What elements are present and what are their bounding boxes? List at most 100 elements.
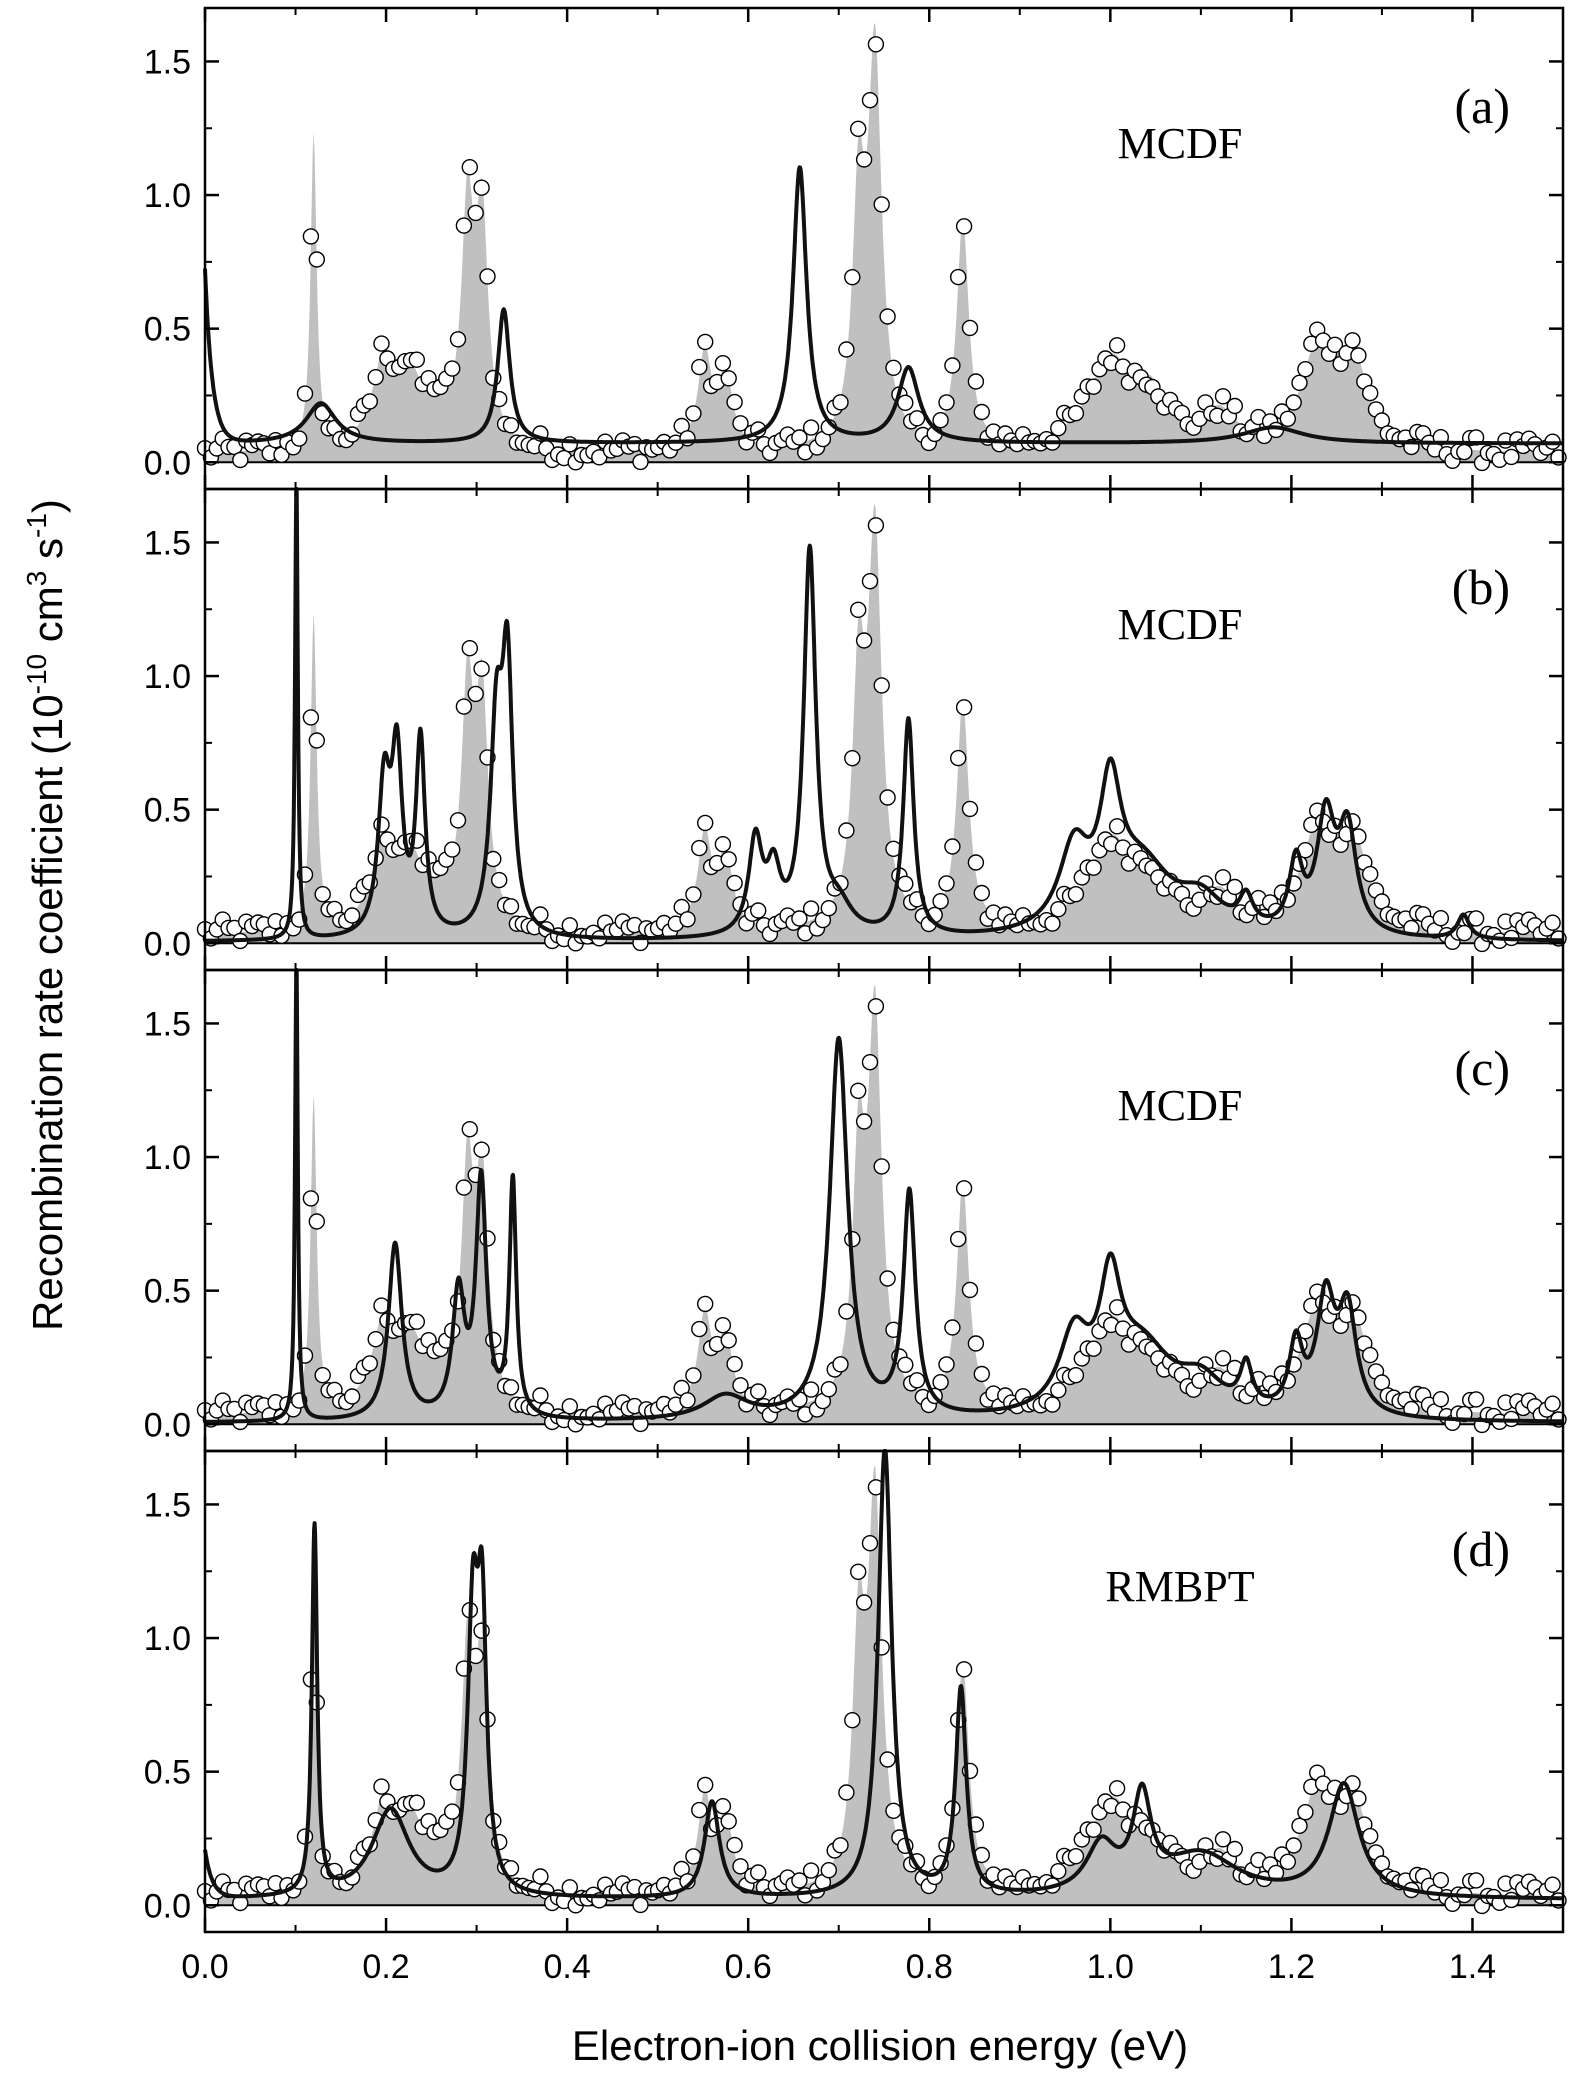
data-point [361,393,378,410]
data-point [561,917,578,934]
data-point [832,1837,849,1854]
theory-curve [203,487,1565,943]
x-tick-label: 1.2 [1268,1948,1315,1986]
data-point [1297,1803,1314,1821]
y-tick-label: 1.0 [144,1620,191,1658]
data-point [697,1295,714,1313]
experiment-area [205,503,1563,944]
x-axis-title: Electron-ion collision energy (eV) [572,2022,1188,2069]
data-point [449,331,467,348]
data-point [408,1313,425,1330]
data-point [361,1355,378,1372]
data-point [691,358,708,376]
data-point [850,120,867,138]
data-point [750,1864,767,1881]
data-point [720,1332,737,1349]
theory-curve [203,165,1565,446]
data-point [302,228,320,245]
data-point [855,1113,873,1130]
data-point [697,1776,714,1794]
data-point [1226,1840,1244,1858]
experiment-points [196,517,1567,953]
data-point [714,1797,732,1815]
data-point [867,517,885,534]
data-point [844,750,861,767]
data-point [373,816,390,833]
data-point [467,685,484,703]
data-point [879,308,896,325]
data-point [820,900,837,917]
y-tick-label: 1.5 [144,524,191,562]
x-tick-label: 0.2 [362,1948,409,1986]
data-point [532,1387,549,1404]
data-point [897,1356,914,1374]
data-point [867,998,885,1015]
data-point [885,359,902,376]
method-label: MCDF [1118,1081,1243,1130]
data-point [685,405,702,422]
x-tick-label: 1.0 [1087,1948,1134,1986]
data-point [1067,886,1085,903]
data-point [726,393,743,411]
data-point [679,1392,696,1409]
data-point [1214,1350,1232,1367]
y-tick-label: 0.0 [144,925,191,963]
experiment-area [205,1465,1563,1906]
data-point [908,1372,926,1389]
data-point [838,341,855,358]
data-point [479,268,496,285]
data-point [973,884,990,902]
data-point [1108,818,1126,835]
data-point [308,251,325,268]
data-point [1050,901,1067,918]
data-point [343,907,361,924]
data-point [1544,1876,1561,1893]
panel-tag: (b) [1452,559,1510,615]
data-point [1067,405,1085,422]
data-point [473,179,490,196]
data-point [685,886,702,903]
y-tick-label: 1.0 [144,177,191,215]
data-point [632,453,649,471]
data-point [944,838,961,855]
data-point [1432,1871,1450,1889]
data-point [1067,1366,1085,1384]
data-point [832,394,849,411]
panel-a: 0.0 0.5 1.0 1.5 (a) MCDF [144,6,1567,491]
panel-b: 0.0 0.5 1.0 1.5 (b) MCDF [144,487,1567,972]
y-axis-title-superscript: -10 [21,654,52,694]
panel-frame [203,1449,1565,1934]
data-point [1467,1872,1485,1889]
experiment-points [196,36,1567,472]
data-point [444,360,461,377]
data-point [973,403,990,421]
data-point [455,698,473,715]
panel-c: 0.0 0.5 1.0 1.5 (c) MCDF [144,968,1567,1453]
data-point [714,836,732,853]
data-point [961,319,979,337]
y-axis-title-part: cm [24,586,71,654]
data-point [1226,397,1244,415]
data-point [967,373,985,390]
data-point [861,91,879,109]
data-point [1050,1381,1067,1399]
data-point [838,1303,855,1320]
data-point [861,573,879,590]
y-tick-label: 1.5 [144,1486,191,1524]
data-point [932,893,949,910]
data-point [802,900,820,917]
data-point [908,410,926,427]
data-point [1067,1847,1085,1865]
data-point [296,385,314,402]
panel-tag: (d) [1452,1521,1510,1577]
data-point [1279,1853,1297,1871]
data-point [950,749,967,767]
data-point [455,1179,473,1196]
data-point [461,1120,478,1138]
data-point [1503,1891,1520,1909]
data-point [502,1379,520,1396]
y-tick-label: 0.5 [144,1754,191,1792]
data-point [408,1794,425,1811]
method-label: RMBPT [1105,1562,1254,1611]
